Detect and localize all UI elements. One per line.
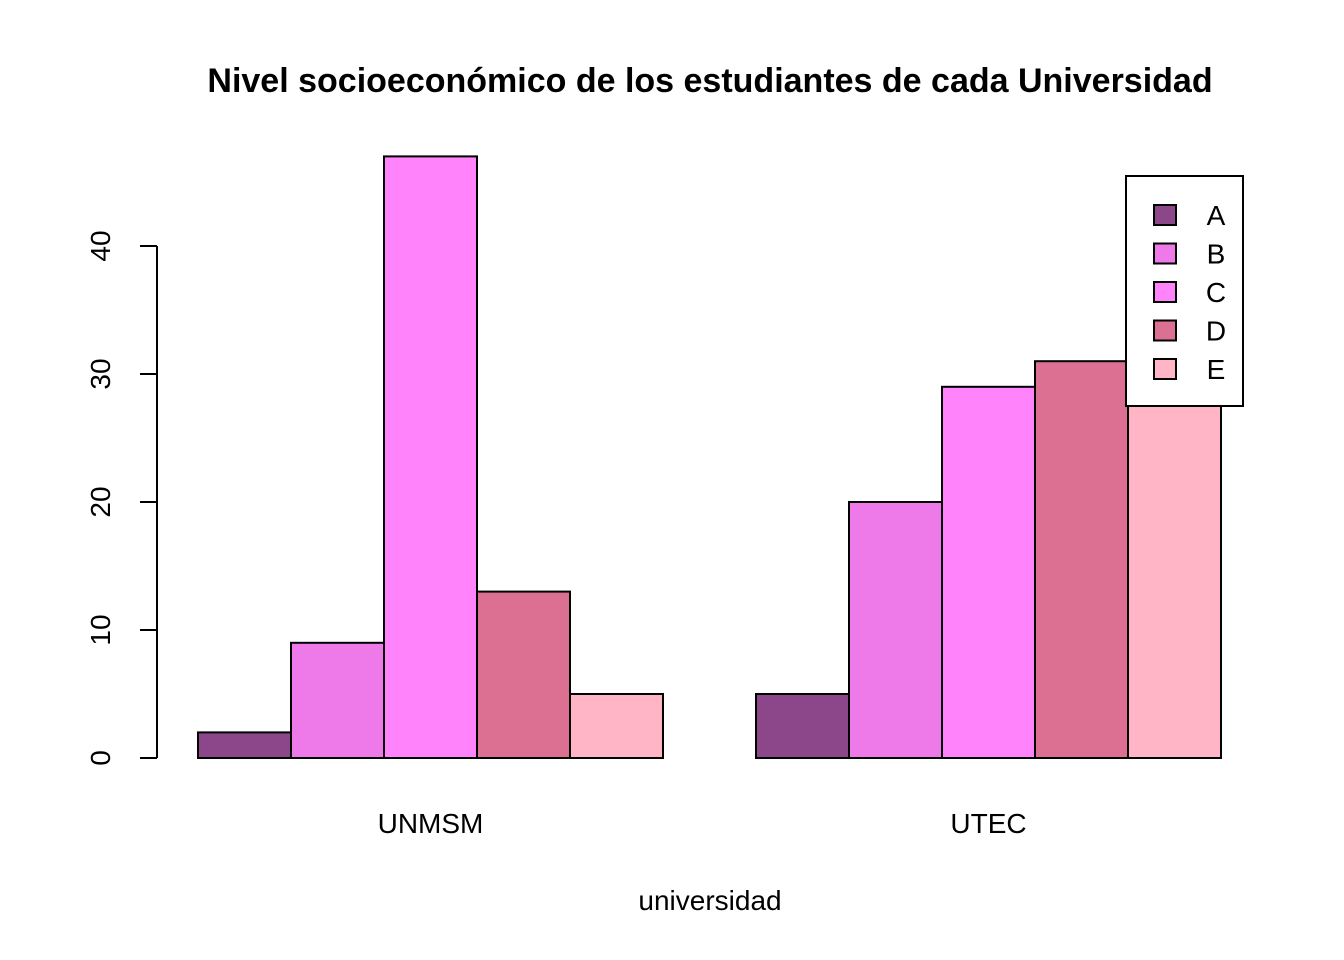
legend-swatch-C [1153, 281, 1177, 303]
y-tick-label: 20 [85, 486, 116, 517]
bar-D-UTEC [1034, 360, 1129, 759]
bar-B-UNMSM [290, 641, 385, 759]
legend-label-D: D [1206, 316, 1226, 347]
legend-label-B: B [1207, 239, 1226, 270]
legend-swatch-D [1153, 319, 1177, 342]
y-tick-label: 0 [85, 750, 116, 766]
bar-C-UNMSM [383, 155, 478, 759]
x-axis-title: universidad [638, 885, 781, 916]
bar-E-UNMSM [569, 693, 664, 759]
x-axis: UNMSM UTEC [378, 808, 1027, 839]
bar-C-UTEC [941, 385, 1036, 759]
legend-box [1125, 175, 1244, 407]
y-tick-label: 10 [85, 614, 116, 645]
y-tick-label: 30 [85, 358, 116, 389]
x-category-label: UNMSM [378, 808, 484, 839]
chart-title: Nivel socioeconómico de los estudiantes … [207, 62, 1212, 100]
legend-label-C: C [1206, 277, 1226, 308]
y-axis: 0 10 20 30 40 [85, 230, 158, 766]
y-tick-label: 40 [85, 230, 116, 261]
legend-swatch-B [1153, 242, 1177, 265]
bars-group [197, 155, 1222, 760]
legend-label-E: E [1207, 354, 1226, 385]
bar-A-UNMSM [197, 731, 292, 760]
x-category-label: UTEC [950, 808, 1026, 839]
legend-swatch-E [1153, 358, 1177, 380]
bar-D-UNMSM [476, 590, 571, 759]
legend-label-A: A [1207, 200, 1226, 231]
legend-swatch-A [1153, 204, 1177, 226]
bar-B-UTEC [848, 501, 943, 759]
bar-A-UTEC [755, 693, 850, 759]
bar-E-UTEC [1127, 398, 1222, 759]
